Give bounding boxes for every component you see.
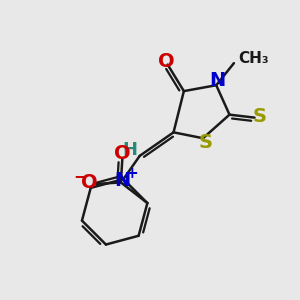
Text: O: O — [114, 144, 131, 163]
Text: O: O — [158, 52, 175, 71]
Text: +: + — [126, 166, 138, 181]
Text: S: S — [253, 106, 267, 126]
Text: −: − — [74, 167, 88, 185]
Text: S: S — [199, 133, 213, 152]
Text: H: H — [122, 141, 137, 159]
Text: N: N — [114, 172, 130, 190]
Text: N: N — [210, 71, 226, 90]
Text: O: O — [81, 173, 98, 192]
Text: CH₃: CH₃ — [238, 51, 269, 66]
